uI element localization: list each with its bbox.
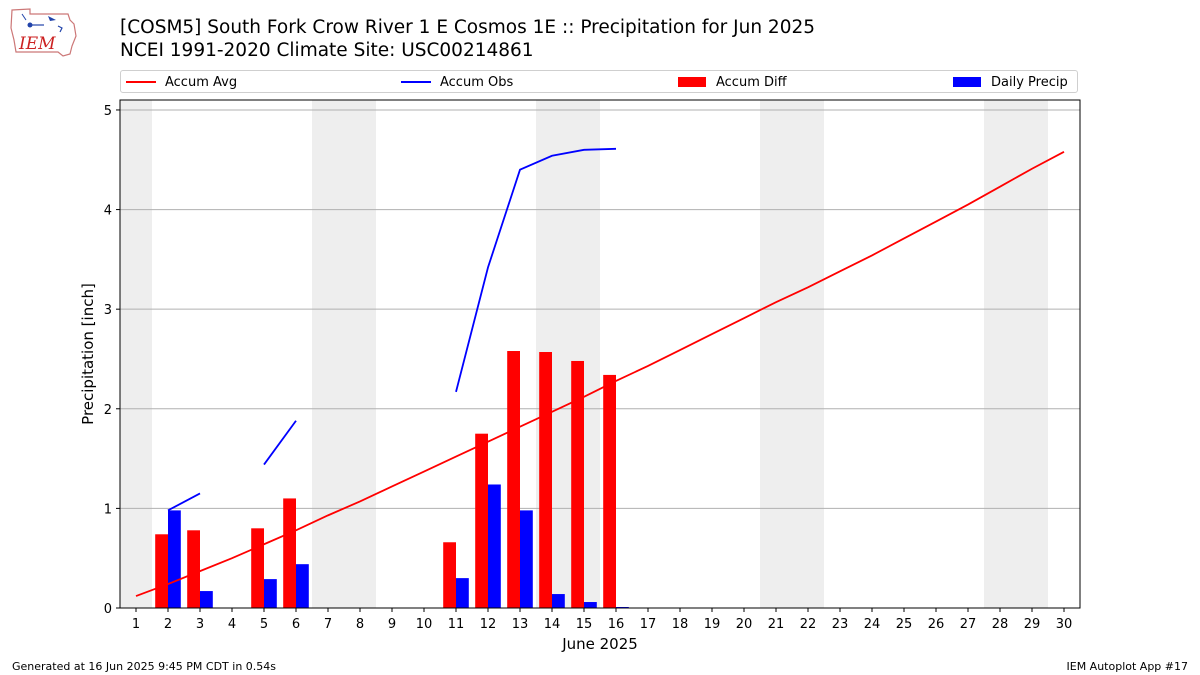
x-tick-label-6: 6	[292, 617, 300, 632]
x-tick-label-4: 4	[228, 617, 236, 632]
bar-accum-diff-day-16	[603, 374, 616, 608]
legend-label-accum-avg: Accum Avg	[165, 74, 238, 90]
x-tick-label-11: 11	[448, 617, 465, 632]
x-tick-label-30: 30	[1056, 617, 1073, 632]
svg-text:IEM: IEM	[18, 34, 56, 54]
bar-accum-diff-day-13	[507, 351, 520, 608]
line-accum-obs-segment-2	[263, 420, 297, 466]
bar-accum-diff-day-15	[571, 360, 584, 608]
iem-logo: IEM	[10, 8, 77, 57]
y-tick-label-5: 5	[104, 104, 112, 119]
legend-item-accum-diff: Accum Diff	[678, 73, 787, 91]
line-accum-obs-segment-3	[455, 147, 617, 393]
weekend-shading-day-21	[760, 100, 792, 608]
x-axis-label: June 2025	[561, 635, 638, 653]
legend-swatch-daily-precip	[953, 77, 981, 87]
legend-swatch-accum-avg	[126, 81, 156, 83]
x-tick-label-9: 9	[388, 617, 396, 632]
legend-swatch-accum-obs	[401, 81, 431, 83]
x-tick-label-15: 15	[576, 617, 593, 632]
legend-label-accum-obs: Accum Obs	[440, 74, 514, 90]
legend-item-daily-precip: Daily Precip	[953, 73, 1068, 91]
x-tick-label-24: 24	[864, 617, 881, 632]
footer-generated-text: Generated at 16 Jun 2025 9:45 PM CDT in …	[12, 660, 277, 673]
bar-daily-precip-day-2	[168, 510, 181, 608]
x-tick-label-21: 21	[768, 617, 785, 632]
x-tick-label-17: 17	[640, 617, 657, 632]
x-tick-label-27: 27	[960, 617, 977, 632]
bar-accum-diff-day-11	[443, 542, 456, 608]
x-tick-label-13: 13	[512, 617, 529, 632]
x-tick-label-20: 20	[736, 617, 753, 632]
x-tick-label-12: 12	[480, 617, 497, 632]
bar-accum-diff-day-12	[475, 433, 488, 608]
x-tick-label-8: 8	[356, 617, 364, 632]
bar-daily-precip-day-3	[200, 591, 213, 608]
x-tick-label-16: 16	[608, 617, 625, 632]
bar-accum-diff-day-2	[155, 534, 168, 608]
bar-daily-precip-day-13	[520, 510, 533, 608]
bar-accum-diff-day-5	[251, 528, 264, 608]
legend-item-accum-avg: Accum Avg	[126, 73, 237, 91]
bar-accum-diff-day-14	[539, 352, 552, 608]
x-tick-label-29: 29	[1024, 617, 1041, 632]
line-accum-avg	[135, 151, 1065, 597]
x-tick-label-25: 25	[896, 617, 913, 632]
x-tick-label-26: 26	[928, 617, 945, 632]
bar-accum-diff-day-6	[283, 498, 296, 608]
legend-label-daily-precip: Daily Precip	[991, 74, 1068, 90]
chart-title: [COSM5] South Fork Crow River 1 E Cosmos…	[120, 17, 816, 38]
x-tick-label-19: 19	[704, 617, 721, 632]
bar-daily-precip-day-14	[552, 594, 565, 608]
y-tick-label-2: 2	[104, 403, 112, 418]
x-tick-label-18: 18	[672, 617, 689, 632]
legend-swatch-accum-diff	[678, 77, 706, 87]
footer-app-text: IEM Autoplot App #17	[1066, 660, 1189, 673]
y-axis-label: Precipitation [inch]	[79, 283, 97, 425]
x-tick-label-1: 1	[132, 617, 140, 632]
legend-item-accum-obs: Accum Obs	[401, 73, 513, 91]
y-tick-label-4: 4	[104, 204, 112, 219]
legend-label-accum-diff: Accum Diff	[716, 74, 787, 90]
x-tick-label-3: 3	[196, 617, 204, 632]
chart-subtitle: NCEI 1991-2020 Climate Site: USC00214861	[120, 40, 534, 61]
weekend-shading-day-28	[984, 100, 1016, 608]
x-tick-label-14: 14	[544, 617, 561, 632]
y-tick-label-3: 3	[104, 303, 112, 318]
x-tick-label-2: 2	[164, 617, 172, 632]
x-tick-label-10: 10	[416, 617, 433, 632]
x-tick-label-5: 5	[260, 617, 268, 632]
bar-daily-precip-day-15	[584, 602, 597, 608]
weekend-shading-day-1	[120, 100, 152, 608]
weekend-shading-day-22	[792, 100, 824, 608]
weekend-shading-day-8	[344, 100, 376, 608]
bar-daily-precip-day-5	[264, 579, 277, 608]
weekend-shading-day-29	[1016, 100, 1048, 608]
bar-accum-diff-day-3	[187, 530, 200, 608]
bar-daily-precip-day-11	[456, 578, 469, 608]
weekend-shading-day-7	[312, 100, 344, 608]
bar-daily-precip-day-6	[296, 564, 309, 608]
line-accum-obs-segment-1	[167, 492, 201, 512]
y-tick-label-1: 1	[104, 502, 112, 517]
x-tick-label-22: 22	[800, 617, 817, 632]
plot-frame	[119, 99, 1081, 609]
chart-legend: Accum Avg Accum Obs Accum Diff Daily Pre…	[120, 70, 1078, 93]
x-tick-label-28: 28	[992, 617, 1009, 632]
x-tick-label-7: 7	[324, 617, 332, 632]
x-tick-label-23: 23	[832, 617, 849, 632]
y-tick-label-0: 0	[104, 602, 112, 617]
bar-daily-precip-day-12	[488, 484, 501, 608]
